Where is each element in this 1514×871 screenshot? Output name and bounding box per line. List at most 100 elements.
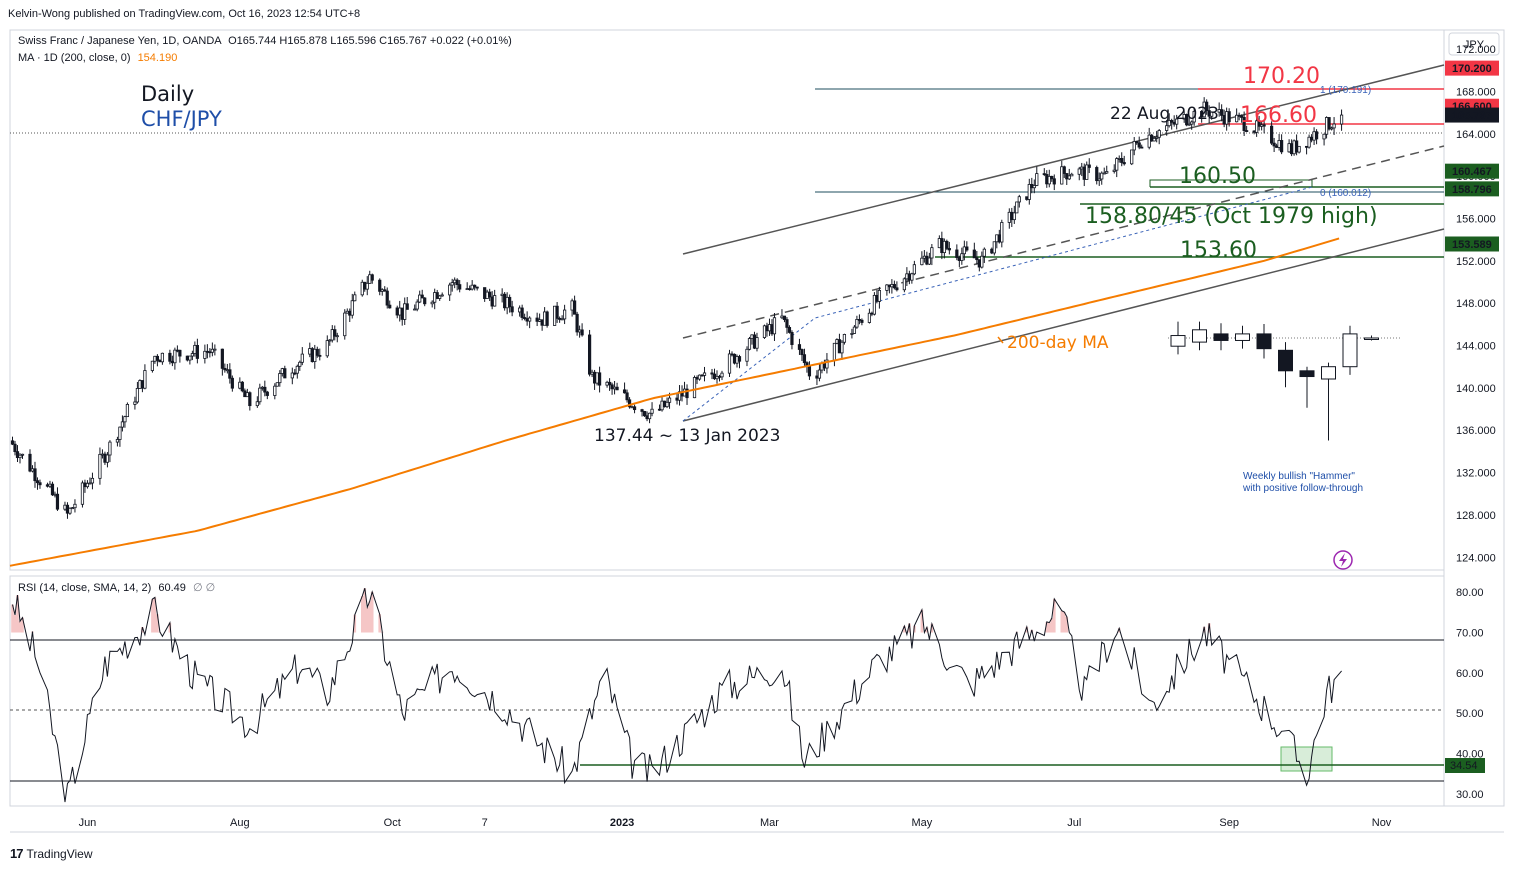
candle-body (750, 334, 754, 339)
candle-body (398, 307, 402, 316)
candle-body (630, 406, 634, 409)
hammer-note-line2: with positive follow-through (1242, 483, 1363, 494)
candle-body (1030, 183, 1034, 189)
candle-body (290, 372, 294, 379)
candle-body (1314, 131, 1319, 140)
candle-body (465, 288, 469, 291)
candle-body (295, 365, 299, 374)
candle-body (240, 381, 244, 392)
candle-body (525, 318, 529, 322)
symbol-name[interactable]: Swiss Franc / Japanese Yen, 1D, OANDA (18, 35, 221, 47)
rsi-indicator-value: 60.49 (158, 582, 186, 594)
candle-body (450, 282, 454, 286)
low-date-label: 137.44 ~ 13 Jan 2023 (594, 426, 781, 446)
candle-body (90, 477, 95, 484)
candle-body (395, 307, 399, 316)
candle-body (992, 241, 996, 254)
price-tick-label: 152.000 (1456, 256, 1496, 268)
candle-body (1252, 130, 1256, 133)
candle-body (188, 355, 192, 361)
ma-indicator-label[interactable]: MA · 1D (200, close, 0) (18, 52, 131, 64)
currency-box[interactable] (1448, 32, 1500, 56)
rsi-indicator-line: RSI (14, close, SMA, 14, 2) 60.49 ∅ ∅ (18, 581, 215, 594)
candle-body (1287, 143, 1291, 153)
candle-body (55, 493, 60, 510)
currency-label: JPY (1464, 39, 1485, 51)
candle-body (840, 341, 844, 354)
candle-body (1135, 141, 1139, 144)
candle-body (822, 362, 827, 369)
candle-body (860, 319, 864, 323)
candle-body (65, 504, 70, 514)
candle-body (877, 290, 881, 302)
candle-body (210, 348, 214, 353)
candle-body (745, 348, 749, 362)
ma-arrow (997, 336, 1004, 344)
candle-body (453, 279, 457, 284)
candle-body (1295, 140, 1299, 153)
candle-body (35, 480, 40, 484)
candle-body (657, 408, 662, 411)
candle-body (475, 286, 479, 289)
flash-icon[interactable] (1333, 550, 1353, 570)
candle-body (1292, 140, 1296, 155)
candle-body (573, 300, 577, 315)
candle-body (855, 319, 859, 328)
candle-body (310, 348, 314, 363)
candle-body (925, 255, 929, 265)
candle-body (790, 332, 794, 345)
candle-body (702, 372, 707, 376)
candle-body (50, 483, 55, 496)
weekly-candle-body (1364, 337, 1379, 340)
candle-body (538, 319, 542, 322)
candle-body (1120, 158, 1124, 163)
candle-body (947, 248, 951, 251)
candle-body (455, 279, 459, 285)
channel-upper-line (682, 64, 1445, 255)
candle-body (975, 257, 979, 261)
candle-body (1270, 125, 1274, 144)
candle-body (1042, 173, 1046, 175)
candle-body (835, 339, 839, 344)
candle-body (438, 295, 442, 299)
tradingview-logo[interactable]: 17 TradingView (10, 846, 93, 861)
price-tick-label: 148.000 (1456, 298, 1496, 310)
candle-body (1082, 166, 1086, 180)
weekly-candle-body (1192, 329, 1207, 343)
level-label-box (1445, 60, 1499, 76)
candle-body (100, 453, 105, 456)
candle-body (135, 388, 140, 403)
price-level-labels: 170.200166.600165.767160.467158.796153.5… (1445, 60, 1499, 252)
candle-body (490, 296, 494, 307)
candle-body (33, 468, 37, 482)
weekly-candle-body (1256, 333, 1272, 350)
candle-body (852, 326, 857, 334)
candle-body (178, 349, 182, 357)
support-160-bracket (1149, 179, 1313, 187)
candle-body (103, 453, 107, 463)
symbol-ohlc: O165.744 H165.878 L165.596 C165.767 +0.0… (228, 35, 512, 47)
candle-body (150, 360, 155, 371)
rsi-indicator-label[interactable]: RSI (14, close, SMA, 14, 2) (18, 582, 152, 594)
candle-body (610, 384, 614, 390)
candle-body (543, 311, 547, 326)
candle-body (28, 453, 32, 472)
candle-body (325, 340, 329, 357)
candle-body (503, 293, 507, 309)
candle-body (1065, 173, 1069, 180)
candle-body (1312, 131, 1316, 141)
candle-body (1332, 123, 1336, 129)
candle-body (1170, 120, 1174, 123)
level-label-text: 153.589 (1452, 239, 1492, 251)
candle-body (1155, 136, 1159, 139)
candle-body (1222, 115, 1226, 125)
fib-0-label: 0 (160.012) (1320, 188, 1371, 199)
candle-body (762, 325, 767, 338)
candle-body (1339, 114, 1344, 125)
candle-body (508, 296, 512, 308)
candle-body (1185, 114, 1189, 126)
candle-body (1047, 175, 1051, 185)
candle-body (220, 348, 224, 369)
chart-title: Daily (141, 82, 195, 106)
candle-body (545, 311, 549, 326)
